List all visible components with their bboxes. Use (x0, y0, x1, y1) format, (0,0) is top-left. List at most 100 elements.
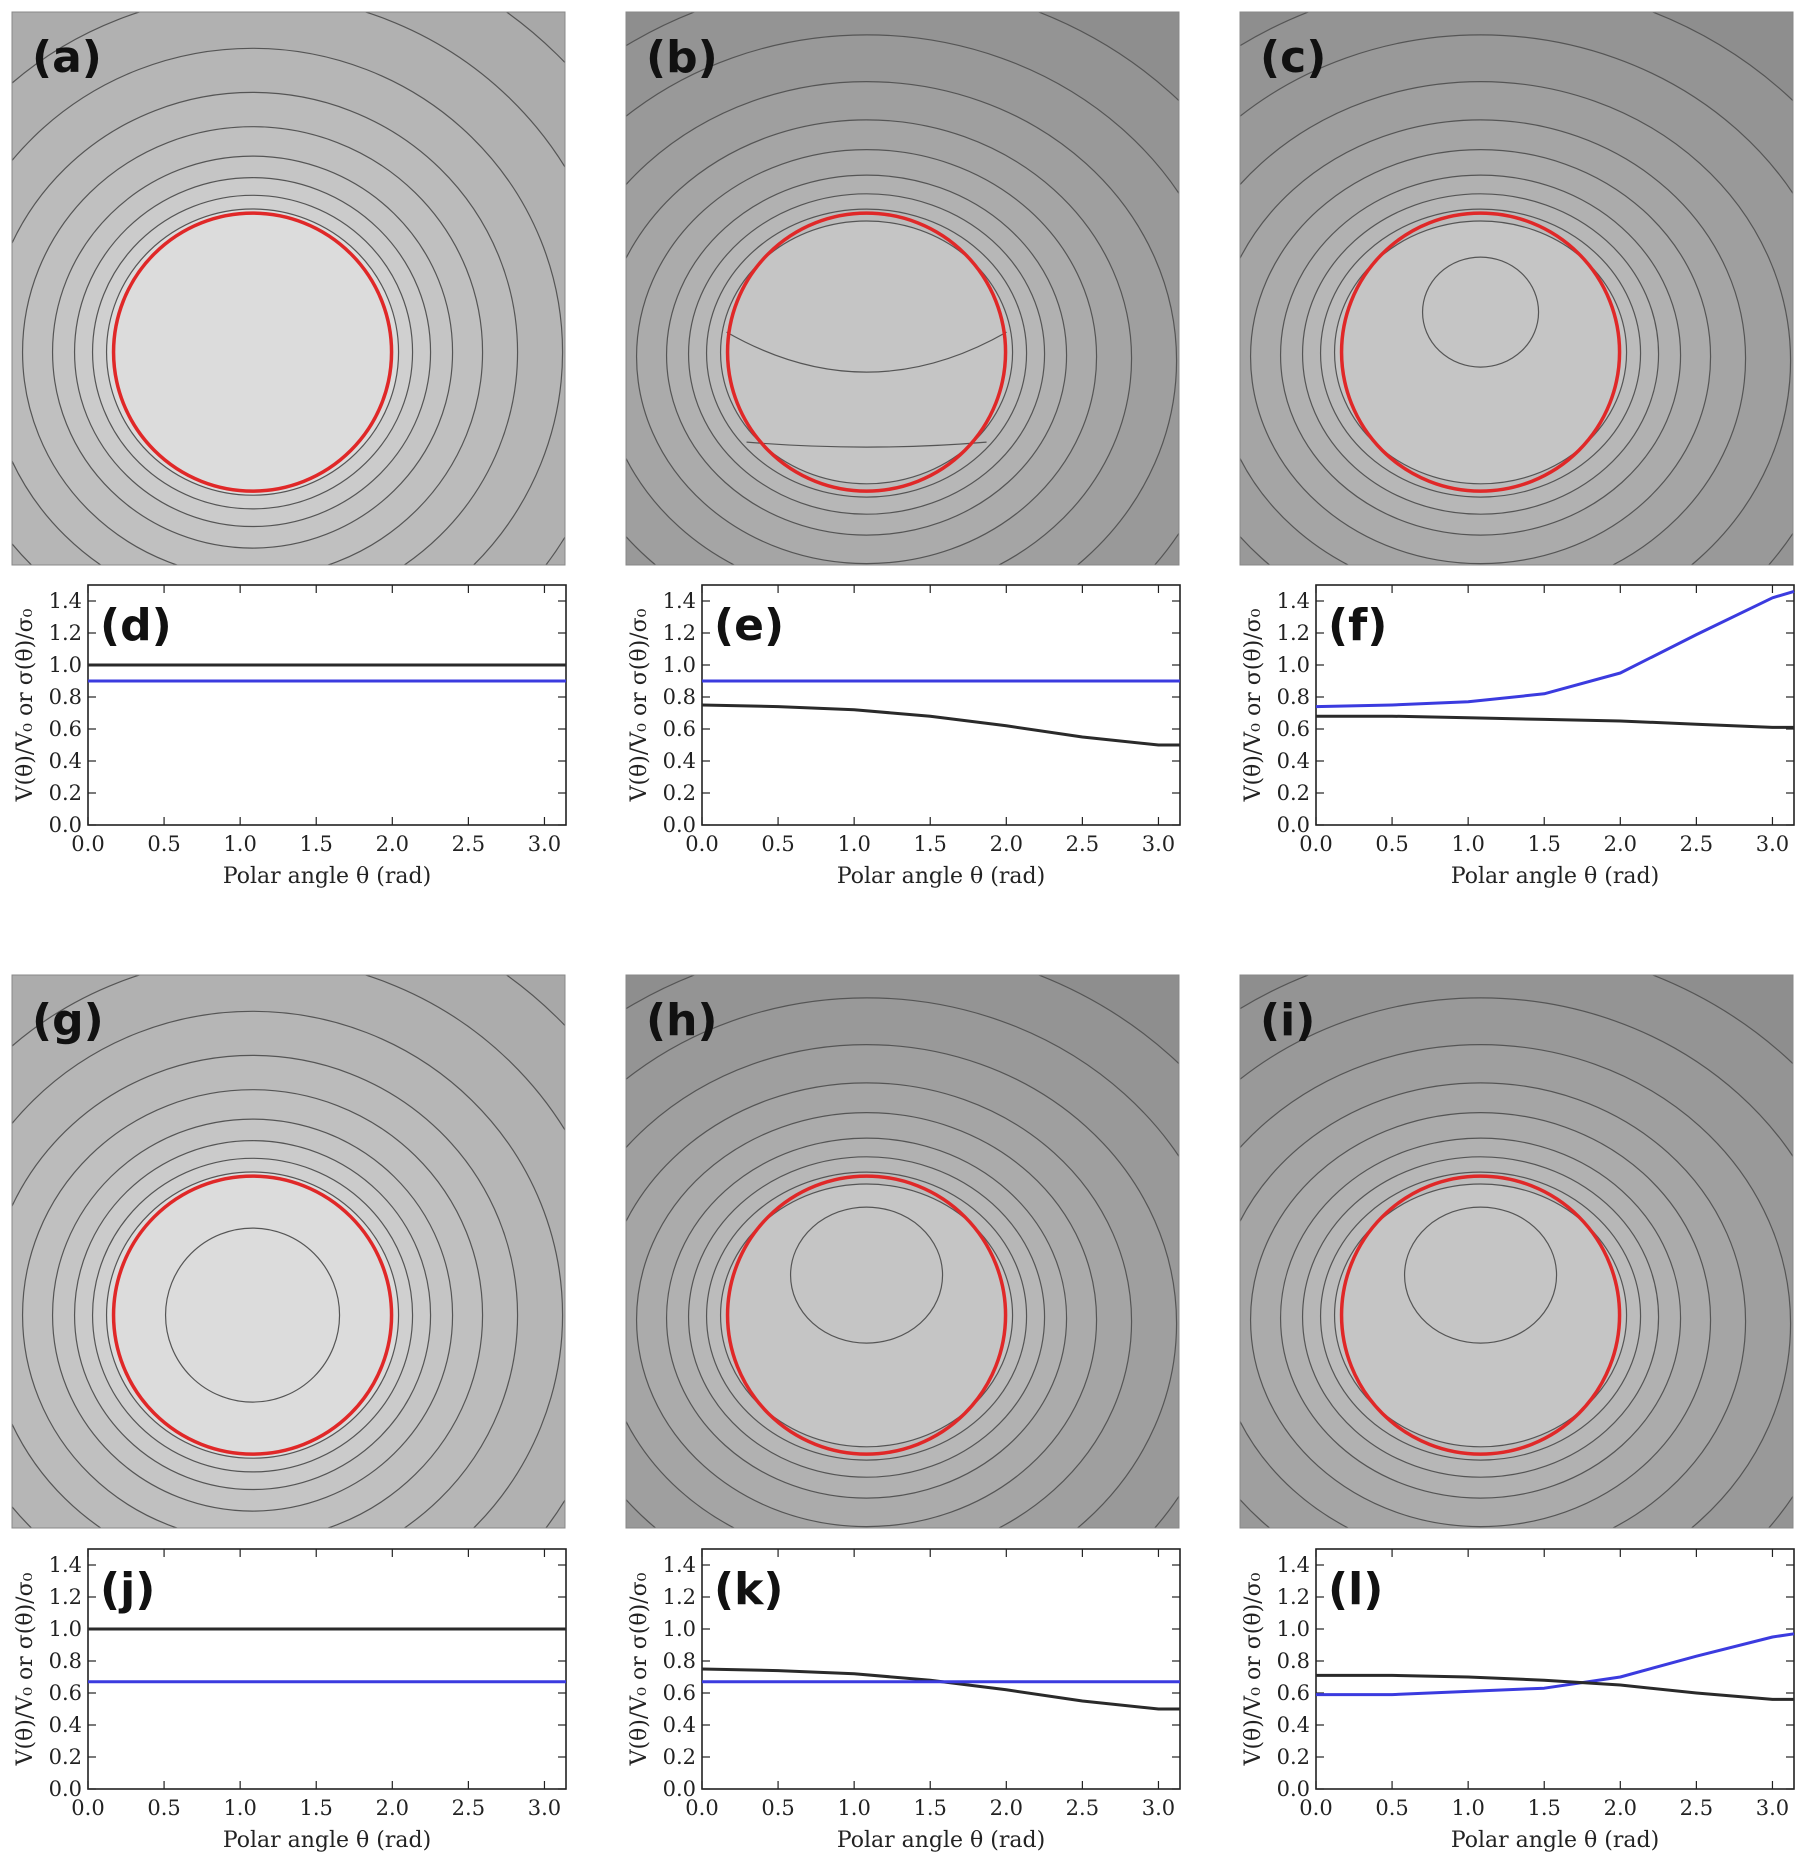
y-tick-label: 0.6 (49, 1681, 82, 1705)
x-tick-label: 2.5 (1066, 1796, 1099, 1820)
y-tick-label: 0.4 (49, 1713, 82, 1737)
contour-line (1403, 1206, 1558, 1344)
x-tick-label: 1.5 (300, 1796, 333, 1820)
y-tick-label: 0.6 (1277, 717, 1310, 741)
y-tick-label: 1.0 (1277, 653, 1310, 677)
y-tick-label: 1.0 (663, 653, 696, 677)
contour-panel: (h) (625, 974, 1180, 1529)
y-tick-label: 0.0 (49, 1777, 82, 1801)
x-tick-label: 0.0 (1299, 832, 1332, 856)
panel-label: (d) (100, 600, 172, 651)
y-tick-label: 0.0 (1277, 813, 1310, 837)
line-chart: 0.0 0.5 1.0 1.5 2.0 2.5 3.0 0.0 0.2 0.4 0.6 0.8 1.0 1… (13, 584, 567, 889)
x-tick-label: 0.0 (685, 832, 718, 856)
y-tick-label: 0.2 (49, 781, 82, 805)
contour-line (746, 441, 987, 448)
series-line (701, 1667, 1180, 1711)
x-tick-label: 3.0 (528, 1796, 561, 1820)
contour-frame (1239, 11, 1794, 566)
y-tick-label: 0.8 (49, 685, 82, 709)
y-axis-title: V(θ)/V₀ or σ(θ)/σ₀ (1241, 1572, 1266, 1766)
line-chart: 0.0 0.5 1.0 1.5 2.0 2.5 3.0 0.0 0.2 0.4 0.6 0.8 1.0 1… (1241, 584, 1795, 889)
contour-field (1240, 12, 1793, 565)
x-tick-label: 2.0 (1604, 832, 1637, 856)
y-tick-label: 0.0 (663, 1777, 696, 1801)
x-axis-title: Polar angle θ (rad) (837, 1828, 1045, 1853)
y-axis-title: V(θ)/V₀ or σ(θ)/σ₀ (1241, 608, 1266, 802)
y-axis-title: V(θ)/V₀ or σ(θ)/σ₀ (627, 608, 652, 802)
contour-panel: (a) (11, 11, 566, 566)
series-line (1315, 589, 1795, 709)
line-chart: 0.0 0.5 1.0 1.5 2.0 2.5 3.0 0.0 0.2 0.4 0.6 0.8 1.0 1… (13, 1548, 567, 1853)
x-tick-label: 2.0 (376, 832, 409, 856)
contour-frame (1239, 974, 1794, 1529)
y-tick-label: 0.6 (49, 717, 82, 741)
y-tick-label: 1.4 (1277, 1553, 1310, 1577)
x-tick-label: 1.5 (914, 1796, 947, 1820)
y-tick-label: 0.0 (663, 813, 696, 837)
contour-panel: (c) (1239, 11, 1794, 566)
line-chart: 0.0 0.5 1.0 1.5 2.0 2.5 3.0 0.0 0.2 0.4 0.6 0.8 1.0 1… (627, 584, 1181, 889)
series-line (701, 703, 1180, 747)
y-axis-title: V(θ)/V₀ or σ(θ)/σ₀ (13, 1572, 38, 1766)
x-tick-label: 3.0 (1142, 832, 1175, 856)
y-tick-label: 0.4 (1277, 1713, 1310, 1737)
line-chart: 0.0 0.5 1.0 1.5 2.0 2.5 3.0 0.0 0.2 0.4 0.6 0.8 1.0 1… (1241, 1548, 1795, 1853)
y-tick-label: 1.2 (1277, 621, 1310, 645)
sphere-outline (725, 1174, 1008, 1456)
x-tick-label: 2.0 (376, 1796, 409, 1820)
y-tick-label: 1.0 (663, 1617, 696, 1641)
contour-frame (11, 11, 566, 566)
plot-frame (701, 584, 1181, 826)
contour-frame (625, 11, 1180, 566)
contour-frame (11, 974, 566, 1529)
y-tick-label: 0.0 (1277, 1777, 1310, 1801)
y-tick-label: 1.4 (663, 1553, 696, 1577)
y-tick-label: 0.4 (1277, 749, 1310, 773)
y-tick-label: 0.4 (663, 749, 696, 773)
panel-label: (g) (32, 995, 104, 1046)
y-tick-label: 1.2 (663, 621, 696, 645)
x-tick-label: 0.0 (71, 1796, 104, 1820)
series-line (1316, 714, 1794, 729)
sphere-outline (111, 211, 394, 493)
contour-line (719, 220, 1014, 485)
x-tick-label: 1.0 (223, 832, 256, 856)
y-tick-label: 0.2 (1277, 1745, 1310, 1769)
contour-panel: (g) (11, 974, 566, 1529)
x-tick-label: 1.0 (223, 1796, 256, 1820)
panel-label: (a) (32, 32, 102, 83)
panel-label: (i) (1260, 995, 1315, 1046)
contour-field (12, 975, 565, 1528)
panel-label: (e) (714, 600, 784, 651)
y-tick-label: 0.0 (49, 813, 82, 837)
panel-label: (c) (1260, 32, 1326, 83)
contour-panel: (i) (1239, 974, 1794, 1529)
x-tick-label: 2.0 (990, 1796, 1023, 1820)
panel-label: (h) (646, 995, 718, 1046)
y-tick-label: 0.2 (49, 1745, 82, 1769)
y-tick-label: 0.2 (663, 781, 696, 805)
x-tick-label: 0.5 (761, 1796, 794, 1820)
x-axis-title: Polar angle θ (rad) (1451, 864, 1659, 889)
panel-label: (f) (1328, 600, 1387, 651)
x-tick-label: 2.0 (990, 832, 1023, 856)
y-tick-label: 1.2 (49, 621, 82, 645)
contour-panel: (b) (625, 11, 1180, 566)
y-tick-label: 0.2 (1277, 781, 1310, 805)
panel-label: (j) (100, 1564, 155, 1615)
sphere-outline (1339, 1174, 1622, 1456)
sphere-outline (1339, 211, 1622, 493)
y-axis-title: V(θ)/V₀ or σ(θ)/σ₀ (627, 1572, 652, 1766)
plot-frame (1315, 1548, 1795, 1790)
x-tick-label: 0.0 (71, 832, 104, 856)
x-tick-label: 3.0 (1756, 1796, 1789, 1820)
x-tick-label: 1.5 (300, 832, 333, 856)
x-tick-label: 3.0 (1756, 832, 1789, 856)
y-tick-label: 1.0 (49, 653, 82, 677)
contour-field (1240, 975, 1793, 1528)
contour-field (626, 975, 1179, 1528)
y-tick-label: 0.8 (1277, 1649, 1310, 1673)
y-tick-label: 0.4 (49, 749, 82, 773)
x-axis-title: Polar angle θ (rad) (837, 864, 1045, 889)
